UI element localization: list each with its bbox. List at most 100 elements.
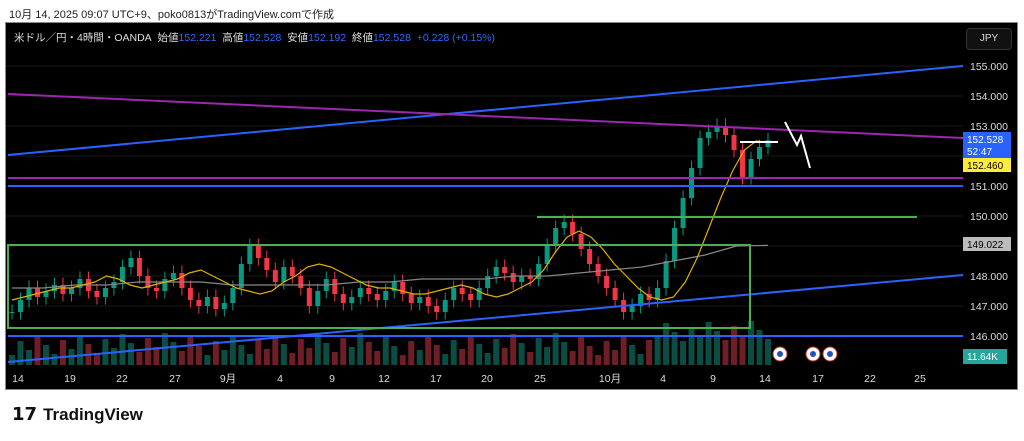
candle-body (383, 291, 389, 300)
candle-body (629, 306, 635, 312)
volume-bar (561, 342, 568, 365)
time-tick: 27 (169, 373, 181, 385)
candle-body (289, 267, 295, 276)
change-value: +0.228 (+0.15%) (416, 32, 496, 44)
lower-trendline (7, 274, 964, 363)
candle-body (757, 147, 763, 159)
candle-body (77, 279, 83, 288)
candle-body (587, 249, 593, 264)
ohlc-legend: 米ドル／円・4時間・OANDA 始値152.221 高値152.528 安値15… (14, 30, 495, 45)
tradingview-logo[interactable]: 𝟭𝟳 TradingView (12, 404, 143, 425)
candle-body (306, 288, 312, 306)
low-label: 安値 (287, 32, 309, 44)
volume-bar (433, 345, 440, 365)
volume-bar (280, 344, 287, 365)
volume-bar (697, 336, 704, 365)
volume-bar (9, 355, 15, 365)
volume-bar (671, 332, 678, 365)
candle-body (638, 294, 644, 306)
candle-body (153, 288, 159, 291)
volume-bar (569, 351, 576, 365)
candle-body (493, 267, 499, 276)
volume-bar (535, 338, 542, 365)
candle-body (655, 288, 661, 300)
volume-bar (382, 337, 389, 365)
volume-bar (501, 348, 508, 365)
candle-body (612, 288, 618, 300)
volume-bar (153, 347, 160, 365)
volume-bar (748, 321, 755, 365)
volume-bar (238, 345, 245, 365)
volume-bar (629, 345, 636, 365)
volume-bar (246, 354, 253, 365)
candle-body (425, 297, 431, 306)
volume-bar (603, 341, 610, 365)
price-tick: 155.000 (970, 61, 1008, 73)
candle-body (17, 300, 23, 312)
candle-body (187, 288, 193, 300)
symbol-label[interactable]: 米ドル／円・4時間・OANDA (14, 32, 152, 44)
purple-trendline (7, 93, 964, 139)
volume-bar (595, 355, 602, 365)
volume-badge (963, 349, 1007, 364)
volume-bar (340, 338, 347, 365)
candle-body (706, 132, 712, 138)
candle-body (272, 270, 278, 282)
volume-bar (391, 346, 398, 365)
candle-body (43, 291, 49, 297)
volume-bar (136, 352, 143, 365)
low-value: 152.192 (308, 32, 347, 44)
volume-bar (195, 346, 202, 365)
volume-bar (416, 350, 423, 365)
price-tick: 147.000 (970, 301, 1008, 313)
volume-bar (756, 330, 763, 365)
volume-bar (518, 343, 525, 365)
volume-bar (119, 334, 126, 365)
price-tick: 150.000 (970, 211, 1008, 223)
volume-bar (459, 349, 466, 365)
candle-body (451, 288, 457, 300)
volume-bar (365, 342, 372, 365)
price-tick: 153.000 (970, 121, 1008, 133)
candle-body (485, 276, 491, 288)
candle-body (332, 279, 338, 294)
time-tick: 14 (12, 373, 24, 385)
candle-body (230, 288, 236, 303)
ma-slow-value: 149.022 (967, 240, 1004, 251)
candle-body (680, 198, 686, 228)
candle-body (315, 291, 321, 306)
volume-bar (289, 353, 296, 365)
candle-body (417, 297, 423, 303)
volume-bar (255, 340, 262, 365)
candle-body (689, 168, 695, 198)
candle-body (510, 273, 516, 282)
volume-bar (646, 340, 653, 365)
volume-bar (178, 351, 185, 365)
candle-body (111, 282, 117, 288)
volume-bar (450, 340, 457, 365)
candle-body (255, 246, 261, 258)
volume-bar (187, 337, 194, 365)
tv-logo-icon: 𝟭𝟳 (12, 404, 38, 424)
close-label: 終値 (351, 32, 373, 44)
candle-body (264, 258, 270, 270)
volume-bar (221, 350, 228, 365)
last-price-badge (963, 132, 1011, 158)
volume-bar (637, 354, 644, 365)
volume-bar (399, 355, 406, 365)
candle-body (740, 150, 746, 177)
upper-trendline (7, 65, 964, 156)
candle-body (527, 276, 533, 279)
currency-button[interactable]: JPY (966, 28, 1012, 50)
candle-body (663, 261, 669, 288)
candle-body (349, 297, 355, 303)
volume-bar (578, 337, 585, 365)
candle-body (434, 306, 440, 312)
time-tick: 9月 (220, 373, 236, 385)
volume-value: 11.64K (967, 352, 998, 363)
candle-body (536, 264, 542, 279)
candle-body (604, 276, 610, 288)
volume-bar (654, 337, 661, 365)
candle-body (26, 288, 32, 300)
